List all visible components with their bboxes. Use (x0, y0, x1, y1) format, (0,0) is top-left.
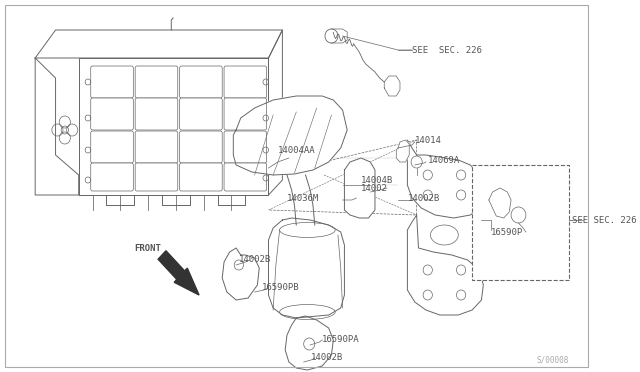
Text: SEE  SEC. 226: SEE SEC. 226 (412, 45, 482, 55)
Text: 14002B: 14002B (311, 353, 343, 362)
FancyBboxPatch shape (180, 131, 222, 163)
Polygon shape (35, 30, 282, 58)
FancyBboxPatch shape (135, 66, 178, 98)
Text: 14002B: 14002B (239, 256, 271, 264)
Text: 14004B: 14004B (361, 176, 394, 185)
Polygon shape (408, 215, 483, 315)
Text: SEE SEC. 226: SEE SEC. 226 (572, 215, 637, 224)
Text: 14004AA: 14004AA (278, 145, 316, 154)
Text: 14002B: 14002B (408, 193, 440, 202)
Polygon shape (396, 140, 409, 162)
FancyBboxPatch shape (91, 163, 133, 191)
Text: 14036M: 14036M (287, 193, 319, 202)
FancyBboxPatch shape (180, 163, 222, 191)
Text: 14002: 14002 (361, 183, 388, 192)
Polygon shape (35, 58, 79, 195)
Polygon shape (158, 251, 199, 295)
Polygon shape (222, 248, 259, 300)
Text: 14014: 14014 (415, 135, 442, 144)
FancyBboxPatch shape (91, 98, 133, 130)
Polygon shape (269, 218, 344, 318)
Polygon shape (384, 76, 400, 96)
FancyBboxPatch shape (135, 98, 178, 130)
Polygon shape (489, 188, 511, 218)
Text: 16590P: 16590P (491, 228, 523, 237)
Polygon shape (408, 140, 483, 218)
FancyBboxPatch shape (224, 66, 267, 98)
Text: 16590PA: 16590PA (322, 336, 360, 344)
Bar (472, 165, 570, 280)
FancyBboxPatch shape (135, 131, 178, 163)
Text: FRONT: FRONT (134, 244, 161, 253)
FancyBboxPatch shape (180, 66, 222, 98)
FancyBboxPatch shape (91, 131, 133, 163)
Polygon shape (285, 316, 333, 370)
Text: 14069A: 14069A (428, 155, 460, 164)
FancyBboxPatch shape (224, 98, 267, 130)
Polygon shape (269, 30, 282, 195)
FancyBboxPatch shape (224, 131, 267, 163)
FancyBboxPatch shape (135, 163, 178, 191)
Polygon shape (234, 96, 347, 175)
Text: S/00008: S/00008 (537, 356, 570, 365)
Text: 16590PB: 16590PB (262, 283, 300, 292)
FancyBboxPatch shape (91, 66, 133, 98)
Polygon shape (79, 58, 269, 195)
Polygon shape (344, 158, 375, 218)
FancyBboxPatch shape (180, 98, 222, 130)
FancyBboxPatch shape (224, 163, 267, 191)
